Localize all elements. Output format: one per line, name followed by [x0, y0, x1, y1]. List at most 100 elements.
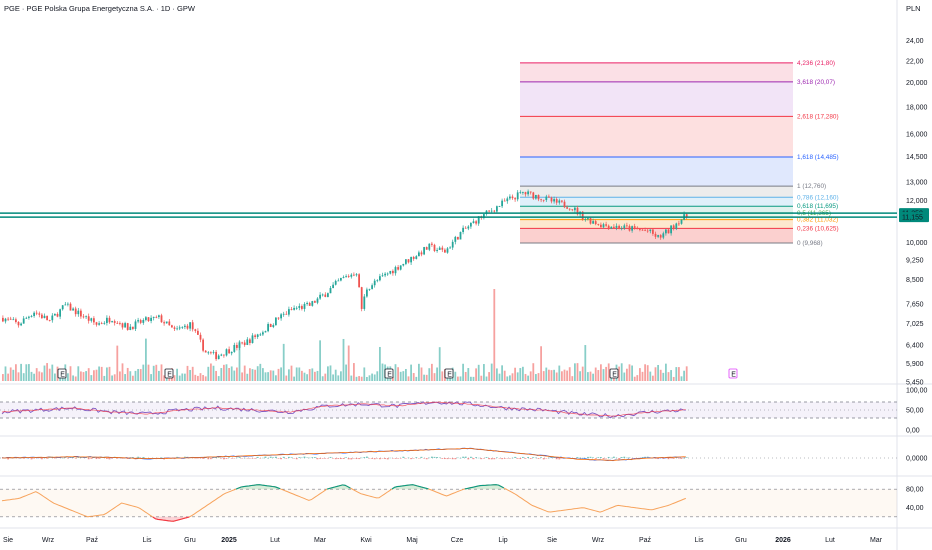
volume-bar	[519, 368, 522, 381]
volume-bar	[475, 368, 477, 381]
candle-body	[264, 331, 267, 333]
volume-bar	[535, 374, 537, 381]
time-tick-label: Lis	[143, 537, 152, 544]
candle-body	[602, 224, 605, 228]
time-tick-label: Lut	[270, 537, 280, 544]
candle-body	[553, 199, 555, 202]
macd-histogram-bar	[433, 456, 436, 458]
candle-body	[592, 221, 594, 224]
volume-bar	[139, 369, 142, 381]
macd-histogram-bar	[558, 458, 561, 460]
macd-histogram-bar	[457, 457, 459, 459]
macd-histogram-bar	[519, 458, 522, 460]
macd-histogram-bar	[217, 457, 220, 458]
volume-bar	[184, 373, 186, 381]
candle-body	[46, 315, 48, 321]
macd-histogram-bar	[87, 458, 90, 460]
volume-bar	[308, 369, 311, 381]
macd-histogram-bar	[238, 457, 241, 458]
price-tick-label: 18,000	[906, 104, 928, 111]
volume-bar	[155, 364, 158, 381]
candle-body	[17, 321, 20, 326]
candle-body	[371, 285, 373, 289]
macd-histogram-bar	[514, 456, 516, 458]
volume-bar	[425, 374, 428, 381]
candle-body	[337, 280, 340, 282]
time-tick-label: Sie	[3, 537, 13, 544]
volume-bar	[636, 375, 639, 381]
macd-histogram-bar	[129, 457, 132, 458]
candle-body	[173, 327, 176, 329]
earnings-marker	[57, 368, 67, 379]
volume-bar	[649, 371, 652, 381]
candle-body	[233, 344, 236, 352]
volume-bar	[516, 372, 519, 381]
candle-body	[613, 226, 615, 228]
candle-body	[353, 274, 355, 276]
earnings-marker-label: E	[447, 371, 452, 378]
macd-histogram-bar	[618, 458, 620, 460]
candle-body	[641, 229, 644, 231]
candle-body	[139, 320, 142, 323]
macd-histogram-bar	[496, 457, 498, 458]
macd-histogram-bar	[662, 458, 665, 460]
candle-body	[38, 313, 41, 315]
candle-body	[373, 280, 376, 286]
candle-body	[366, 289, 368, 297]
candle-body	[379, 276, 381, 281]
volume-bar	[145, 338, 147, 381]
macd-histogram-bar	[267, 457, 269, 459]
candle-body	[197, 330, 199, 335]
macd-histogram-bar	[337, 458, 340, 460]
candle-body	[355, 274, 358, 276]
volume-bar	[548, 369, 550, 381]
macd-histogram-bar	[472, 458, 475, 460]
candle-body	[566, 207, 568, 209]
candle-body	[446, 248, 449, 253]
candle-body	[545, 196, 548, 200]
volume-bar	[345, 364, 347, 381]
volume-bar	[85, 371, 87, 381]
candle-body	[189, 322, 191, 329]
volume-bar	[82, 372, 85, 381]
candle-body	[342, 277, 345, 278]
macd-histogram-bar	[363, 457, 366, 458]
volume-bar	[38, 371, 41, 381]
volume-bar	[121, 363, 124, 381]
volume-bar	[30, 371, 33, 381]
candle-body	[22, 318, 25, 324]
candle-body	[561, 200, 563, 202]
price-tick-label: 5,450	[906, 380, 924, 387]
volume-bar	[134, 370, 137, 381]
volume-bar	[194, 374, 197, 381]
volume-bar	[503, 370, 506, 381]
volume-bar	[233, 370, 236, 381]
candle-body	[311, 301, 314, 306]
volume-bar	[654, 367, 657, 381]
macd-histogram-bar	[529, 458, 532, 459]
volume-bar	[477, 364, 480, 381]
macd-histogram-bar	[397, 458, 399, 459]
macd-histogram-bar	[259, 458, 262, 459]
candle-body	[77, 310, 80, 315]
candle-body	[20, 323, 22, 326]
volume-bar	[392, 376, 394, 381]
volume-bar	[191, 366, 194, 381]
candle-body	[194, 329, 197, 331]
macd-histogram-bar	[132, 457, 134, 458]
fib-zone	[520, 156, 793, 187]
macd-histogram-bar	[41, 458, 43, 460]
candle-body	[524, 192, 527, 195]
candle-body	[402, 263, 405, 266]
macd-histogram-bar	[626, 457, 628, 459]
candle-body	[438, 247, 441, 250]
candle-body	[425, 247, 428, 250]
volume-bar	[173, 375, 176, 381]
macd-histogram-bar	[459, 457, 462, 459]
candle-body	[272, 325, 275, 327]
earnings-marker	[384, 368, 394, 379]
macd-histogram-bar	[303, 456, 306, 458]
candle-body	[90, 318, 93, 321]
candle-body	[527, 191, 529, 195]
